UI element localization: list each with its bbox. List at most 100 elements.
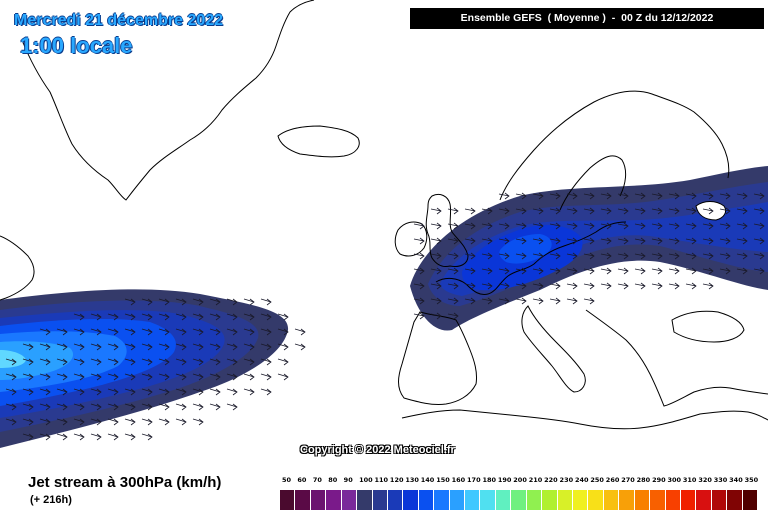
wind-arrow: [141, 433, 153, 441]
wind-arrow: [532, 192, 544, 200]
wind-arrow: [260, 358, 272, 366]
wind-arrow: [719, 207, 731, 215]
wind-arrow: [56, 373, 68, 381]
wind-arrow: [464, 222, 476, 230]
wind-arrow: [22, 373, 34, 381]
legend-tick-label: 120: [389, 476, 404, 484]
copyright-notice: Copyright © 2022 Meteociel.fr: [300, 444, 455, 456]
wind-arrow: [668, 207, 680, 215]
wind-arrow: [56, 388, 68, 396]
wind-arrow: [566, 267, 578, 275]
wind-arrow: [73, 388, 85, 396]
wind-arrow: [260, 298, 272, 306]
wind-arrow: [209, 358, 221, 366]
wind-arrow: [158, 313, 170, 321]
wind-arrow: [209, 403, 221, 411]
wind-arrow: [668, 192, 680, 200]
wind-arrow: [464, 282, 476, 290]
wind-arrow: [192, 418, 204, 426]
wind-arrow: [549, 267, 561, 275]
wind-arrow: [209, 328, 221, 336]
balkans-coast: [585, 309, 768, 407]
wind-arrow: [175, 328, 187, 336]
wind-arrow: [685, 237, 697, 245]
legend-swatch: [480, 490, 496, 510]
wind-arrow: [192, 343, 204, 351]
wind-arrow: [260, 373, 272, 381]
wind-arrow: [600, 282, 612, 290]
legend-tick-label: 60: [297, 476, 307, 484]
legend-swatch: [326, 490, 342, 510]
wind-arrow: [175, 373, 187, 381]
legend-tick-label: 110: [374, 476, 389, 484]
wind-arrow: [634, 282, 646, 290]
legend-tick-label: 320: [698, 476, 712, 484]
wind-arrow: [634, 237, 646, 245]
wind-arrow: [39, 418, 51, 426]
wind-arrow: [192, 313, 204, 321]
wind-arrow: [192, 358, 204, 366]
wind-arrow: [498, 192, 510, 200]
wind-arrow: [209, 343, 221, 351]
legend-tick-label: 130: [405, 476, 419, 484]
legend-tick-label: 280: [636, 476, 651, 484]
wind-arrow: [56, 343, 68, 351]
legend-tick-label: 270: [621, 476, 635, 484]
wind-arrow: [532, 222, 544, 230]
legend-swatch: [465, 490, 481, 510]
jet-band-east: [410, 166, 768, 331]
wind-arrow: [73, 358, 85, 366]
wind-arrow: [617, 252, 629, 260]
wind-arrow: [583, 222, 595, 230]
wind-arrow: [566, 222, 578, 230]
wind-arrow: [124, 343, 136, 351]
wind-arrow: [430, 267, 442, 275]
wind-arrow: [107, 403, 119, 411]
wind-arrow: [566, 252, 578, 260]
wind-arrow: [515, 207, 527, 215]
wind-arrow: [141, 388, 153, 396]
wind-arrow: [124, 298, 136, 306]
legend-tick-label: 310: [682, 476, 697, 484]
wind-arrow: [413, 297, 425, 305]
legend-swatches: [280, 490, 759, 510]
wind-arrow: [430, 312, 442, 320]
wind-arrow: [617, 237, 629, 245]
wind-arrow: [753, 192, 765, 200]
wind-arrow: [141, 418, 153, 426]
valid-date: Mercredi 21 décembre 2022: [14, 12, 224, 29]
wind-arrow: [226, 298, 238, 306]
wind-arrow: [226, 328, 238, 336]
wind-arrow: [702, 252, 714, 260]
legend-tick-label: 210: [528, 476, 543, 484]
wind-arrow: [413, 267, 425, 275]
wind-arrow: [73, 418, 85, 426]
wind-arrow: [719, 192, 731, 200]
wind-arrow: [90, 433, 102, 441]
wind-arrow: [124, 313, 136, 321]
wind-arrow: [90, 403, 102, 411]
wind-arrow: [515, 297, 527, 305]
ireland-coast: [394, 221, 428, 257]
wind-arrow: [600, 252, 612, 260]
iceland-coast: [277, 125, 360, 158]
wind-arrow: [192, 328, 204, 336]
wind-arrow: [430, 237, 442, 245]
wind-arrow: [243, 328, 255, 336]
legend-swatch: [449, 490, 466, 510]
legend-tick-label: 220: [544, 476, 558, 484]
legend-tick-label: 330: [713, 476, 728, 484]
wind-arrow: [73, 403, 85, 411]
wind-arrow: [481, 207, 493, 215]
legend-labels: 50 60 70 80 90 100 110 120 130 140 150 160 170 180 190…: [280, 474, 758, 488]
wind-arrow: [719, 237, 731, 245]
wind-arrow: [141, 328, 153, 336]
wind-arrow: [532, 282, 544, 290]
legend-tick-label: 160: [451, 476, 466, 484]
wind-arrow: [175, 403, 187, 411]
wind-arrow: [226, 373, 238, 381]
wind-arrow: [566, 282, 578, 290]
legend-tick-label: 140: [420, 476, 435, 484]
wind-arrow: [736, 207, 748, 215]
legend-swatch: [742, 490, 759, 510]
